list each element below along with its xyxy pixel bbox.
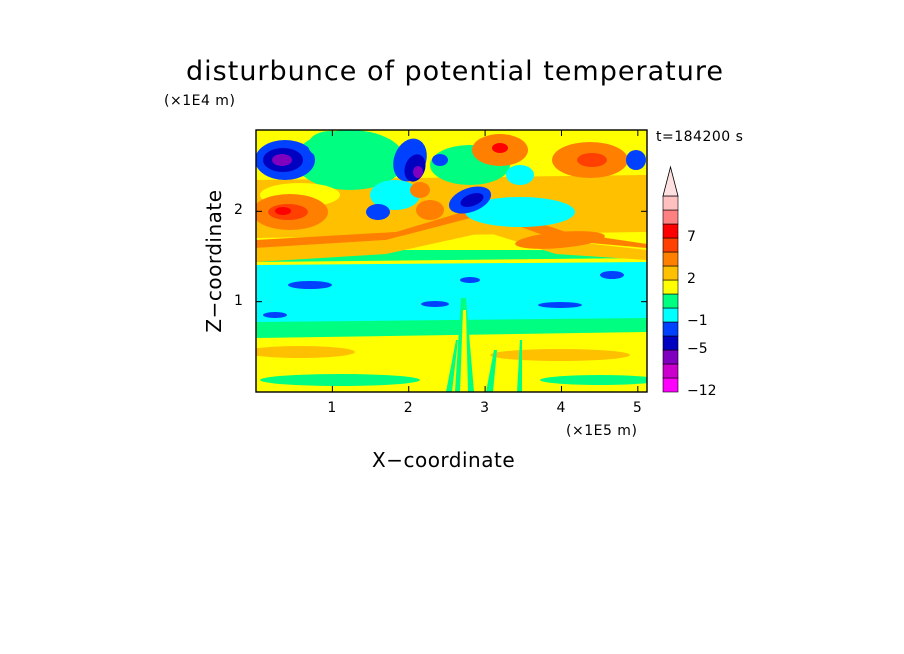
colorbar-swatch <box>662 363 679 379</box>
colorbar-swatch <box>662 293 679 309</box>
y-axis-unit: (×1E4 m) <box>164 93 236 109</box>
contour-region <box>263 312 287 318</box>
colorbar-swatch <box>662 377 679 393</box>
colorbar-swatch <box>662 279 679 295</box>
contour-region <box>272 154 292 166</box>
contour-region <box>308 131 352 159</box>
contour-region <box>366 204 390 220</box>
y-tick-label: 2 <box>234 202 243 219</box>
y-tick-label: 1 <box>234 292 243 309</box>
contour-region <box>486 350 497 392</box>
colorbar-swatch <box>662 237 679 253</box>
contour-region <box>446 340 458 392</box>
x-tick-label: 1 <box>327 400 337 416</box>
colorbar <box>662 165 679 393</box>
colorbar-swatch <box>662 307 679 323</box>
x-tick-label: 4 <box>556 400 566 416</box>
time-label: t=184200 s <box>656 129 744 145</box>
colorbar-label: −5 <box>687 341 708 357</box>
contour-region <box>538 302 582 308</box>
contour-region <box>506 165 534 185</box>
contour-region <box>517 340 522 392</box>
colorbar-swatch <box>662 195 679 211</box>
axis-ticks <box>256 130 647 392</box>
contour-region <box>256 262 647 328</box>
contour-region <box>626 150 646 170</box>
contour-region <box>492 143 508 153</box>
contour-region <box>256 318 647 338</box>
contour-region <box>256 215 647 262</box>
contour-field <box>256 130 647 392</box>
colorbar-arrow <box>662 165 679 197</box>
colorbar-swatch <box>662 251 679 267</box>
contour-region <box>413 166 423 178</box>
contour-region <box>370 180 420 210</box>
colorbar-label: 2 <box>687 271 696 287</box>
contour-region <box>515 231 605 249</box>
contour-region <box>460 277 480 283</box>
colorbar-label: −12 <box>687 383 717 399</box>
colorbar-swatch <box>662 265 679 281</box>
x-tick-label: 3 <box>480 400 490 416</box>
x-tick-label: 2 <box>403 400 413 416</box>
colorbar-swatch <box>662 321 679 337</box>
contour-region <box>410 182 430 198</box>
contour-region <box>465 197 575 227</box>
contour-region <box>460 193 484 207</box>
colorbar-swatch <box>662 209 679 225</box>
contour-region <box>288 281 332 289</box>
contour-region <box>275 207 291 215</box>
chart-title: disturbunce of potential temperature <box>186 56 724 87</box>
colorbar-swatch <box>662 335 679 351</box>
contour-region <box>577 153 607 167</box>
contour-region <box>260 374 420 386</box>
colorbar-swatch <box>662 349 679 365</box>
x-axis-label: X−coordinate <box>372 448 516 472</box>
contour-region <box>416 200 444 220</box>
contour-region <box>421 301 449 307</box>
colorbar-label: 7 <box>687 229 696 245</box>
contour-region <box>500 272 560 278</box>
x-axis-unit: (×1E5 m) <box>566 423 638 439</box>
colorbar-label: −1 <box>687 313 708 329</box>
colorbar-swatch <box>662 223 679 239</box>
contour-region <box>600 271 624 279</box>
contour-region <box>540 375 647 385</box>
contour-region <box>432 154 448 166</box>
contour-region <box>460 310 468 392</box>
x-tick-label: 5 <box>632 400 642 416</box>
contour-region <box>490 349 630 361</box>
contour-region <box>256 346 355 358</box>
plot-frame <box>255 129 648 393</box>
